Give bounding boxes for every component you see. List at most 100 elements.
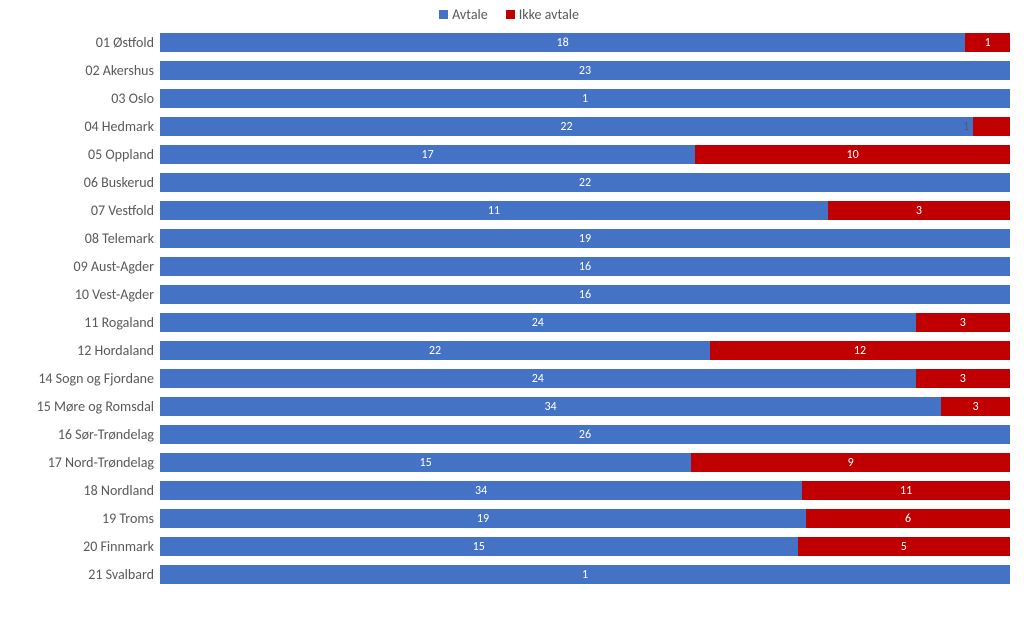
chart-row: 01 Østfold 18 1 — [8, 33, 1010, 52]
chart-row: 17 Nord-Trøndelag159 — [8, 453, 1010, 472]
bar-segment-avtale: 24 — [160, 369, 916, 388]
chart-row: 16 Sør-Trøndelag 26 — [8, 425, 1010, 444]
category-label: 10 Vest-Agder — [8, 286, 154, 303]
bar-segment-avtale: 22 — [160, 117, 973, 136]
bar-segment-ikke-avtale: 1 — [973, 117, 1010, 136]
bar-segment-ikke-avtale: 5 — [798, 537, 1011, 556]
category-label: 20 Finnmark — [8, 538, 154, 555]
legend-label-avtale: Avtale — [452, 6, 488, 23]
bar-segment-avtale: 19 — [160, 229, 1010, 248]
bar-value-label: 12 — [854, 344, 866, 358]
bar-segment-ikke-avtale: 3 — [916, 369, 1010, 388]
bar-track: 15 9 — [160, 453, 1010, 472]
bar-track: 18 1 — [160, 33, 1010, 52]
bar-value-label: 26 — [579, 428, 591, 442]
bar-segment-avtale: 22 — [160, 341, 710, 360]
bar-track: 16 — [160, 257, 1010, 276]
bar-value-label: 22 — [579, 176, 591, 190]
bar-segment-ikke-avtale: 3 — [941, 397, 1010, 416]
bar-segment-avtale: 34 — [160, 481, 802, 500]
chart-row: 09 Aust-Agder16 — [8, 257, 1010, 276]
chart-row: 21 Svalbard 1 — [8, 565, 1010, 584]
legend-item-avtale: Avtale — [439, 6, 488, 23]
bar-segment-ikke-avtale: 12 — [710, 341, 1010, 360]
bar-value-label: 11 — [488, 204, 500, 218]
legend: Avtale Ikke avtale — [8, 6, 1010, 23]
chart-row: 18 Nordland3411 — [8, 481, 1010, 500]
chart-row: 03 Oslo 1 — [8, 89, 1010, 108]
category-label: 11 Rogaland — [8, 314, 154, 331]
chart-row: 02 Akershus 23 — [8, 61, 1010, 80]
chart-row: 20 Finnmark 15 5 — [8, 537, 1010, 556]
category-label: 02 Akershus — [8, 62, 154, 79]
bar-value-label: 10 — [846, 148, 858, 162]
bar-value-label: 3 — [972, 400, 978, 414]
bar-segment-ikke-avtale: 9 — [691, 453, 1010, 472]
category-label: 01 Østfold — [8, 34, 154, 51]
bar-track: 221 — [160, 117, 1010, 136]
bar-track: 1 — [160, 565, 1010, 584]
bar-value-label: 3 — [916, 204, 922, 218]
bar-value-label: 3 — [960, 372, 966, 386]
bar-value-label: 1 — [963, 120, 969, 134]
bar-track: 15 5 — [160, 537, 1010, 556]
bar-track: 34 3 — [160, 397, 1010, 416]
category-label: 08 Telemark — [8, 230, 154, 247]
bar-segment-avtale: 26 — [160, 425, 1010, 444]
bar-value-label: 19 — [579, 232, 591, 246]
legend-label-ikke-avtale: Ikke avtale — [519, 6, 579, 23]
chart-row: 19 Troms196 — [8, 509, 1010, 528]
bar-track: 1710 — [160, 145, 1010, 164]
bar-segment-avtale: 15 — [160, 537, 798, 556]
legend-swatch-avtale — [439, 10, 448, 19]
bar-value-label: 24 — [532, 316, 544, 330]
chart-row: 14 Sogn og Fjordane 24 3 — [8, 369, 1010, 388]
legend-item-ikke-avtale: Ikke avtale — [506, 6, 579, 23]
bar-track: 22 12 — [160, 341, 1010, 360]
bar-segment-avtale: 19 — [160, 509, 806, 528]
bar-track: 22 — [160, 173, 1010, 192]
chart-row: 07 Vestfold113 — [8, 201, 1010, 220]
bar-track: 24 3 — [160, 313, 1010, 332]
category-label: 05 Oppland — [8, 146, 154, 163]
stacked-bar-chart: Avtale Ikke avtale 01 Østfold 18 1 02 Akers… — [0, 0, 1024, 622]
bar-segment-avtale: 34 — [160, 397, 941, 416]
bar-track: 11 3 — [160, 201, 1010, 220]
bar-value-label: 5 — [901, 540, 907, 554]
bar-segment-avtale: 22 — [160, 173, 1010, 192]
bar-value-label: 15 — [420, 456, 432, 470]
bar-value-label: 16 — [579, 288, 591, 302]
bar-segment-avtale: 17 — [160, 145, 695, 164]
bar-value-label: 1 — [582, 568, 588, 582]
chart-row: 12 Hordaland2212 — [8, 341, 1010, 360]
bar-value-label: 34 — [475, 484, 487, 498]
bar-segment-ikke-avtale: 1 — [965, 33, 1010, 52]
bar-track: 19 — [160, 229, 1010, 248]
bar-segment-ikke-avtale: 11 — [802, 481, 1010, 500]
bar-value-label: 23 — [579, 64, 591, 78]
category-label: 03 Oslo — [8, 90, 154, 107]
bar-value-label: 15 — [473, 540, 485, 554]
bar-value-label: 6 — [905, 512, 911, 526]
bar-segment-avtale: 23 — [160, 61, 1010, 80]
bar-segment-avtale: 1 — [160, 565, 1010, 584]
category-label: 16 Sør-Trøndelag — [8, 426, 154, 443]
chart-row: 06 Buskerud22 — [8, 173, 1010, 192]
category-label: 04 Hedmark — [8, 118, 154, 135]
bar-value-label: 17 — [422, 148, 434, 162]
category-label: 15 Møre og Romsdal — [8, 398, 154, 415]
bar-value-label: 22 — [429, 344, 441, 358]
bar-segment-avtale: 24 — [160, 313, 916, 332]
bar-segment-avtale: 16 — [160, 257, 1010, 276]
bar-track: 23 — [160, 61, 1010, 80]
bar-segment-ikke-avtale: 3 — [916, 313, 1010, 332]
bar-segment-avtale: 11 — [160, 201, 828, 220]
bar-value-label: 3 — [960, 316, 966, 330]
category-label: 14 Sogn og Fjordane — [8, 370, 154, 387]
category-label: 21 Svalbard — [8, 566, 154, 583]
bar-value-label: 19 — [477, 512, 489, 526]
bar-value-label: 18 — [557, 36, 569, 50]
chart-row: 11 Rogaland 24 3 — [8, 313, 1010, 332]
bar-value-label: 1 — [582, 92, 588, 106]
bar-segment-ikke-avtale: 10 — [695, 145, 1010, 164]
